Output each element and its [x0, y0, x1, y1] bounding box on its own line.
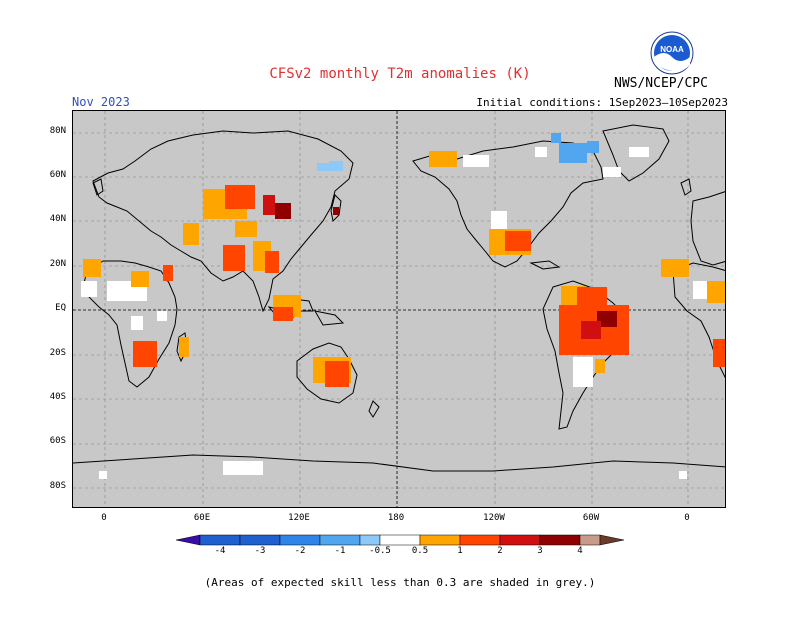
lat-label: 60S: [49, 436, 66, 446]
colorbar-tick: -4: [214, 546, 226, 556]
colorbar: [175, 534, 625, 546]
colorbar-tick: -2: [294, 546, 306, 556]
agency-label: NWS/NCEP/CPC: [614, 76, 708, 91]
lon-label: 180: [387, 513, 405, 523]
map-canvas: [73, 111, 725, 507]
initial-conditions: Initial conditions: 1Sep2023–10Sep2023: [476, 96, 728, 109]
map-title: CFSv2 monthly T2m anomalies (K): [269, 66, 531, 82]
skill-footnote: (Areas of expected skill less than 0.3 a…: [204, 576, 596, 589]
world-map: [72, 110, 726, 508]
lon-label: 120W: [483, 513, 505, 523]
noaa-logo: NOAA: [650, 31, 694, 75]
lat-label: 40N: [49, 214, 66, 224]
lon-label: 120E: [288, 513, 310, 523]
colorbar-tick: 0.5: [411, 546, 429, 556]
lon-label: 60E: [193, 513, 211, 523]
warm-anomaly-medium: [263, 195, 601, 339]
lat-label: EQ: [55, 303, 66, 313]
lat-label: 20S: [49, 348, 66, 358]
cool-anomaly-light: [317, 161, 343, 171]
colorbar-tick: 4: [577, 546, 583, 556]
lat-label: 80N: [49, 126, 66, 136]
colorbar-tick: -1: [334, 546, 346, 556]
colorbar-tick: 2: [497, 546, 503, 556]
colorbar-tick: 1: [457, 546, 463, 556]
lat-label: 40S: [49, 392, 66, 402]
cool-anomaly: [551, 133, 599, 163]
lat-label: 80S: [49, 481, 66, 491]
colorbar-tick: -3: [254, 546, 266, 556]
colorbar-tick: 3: [537, 546, 543, 556]
lat-label: 60N: [49, 170, 66, 180]
forecast-month: Nov 2023: [72, 95, 130, 109]
colorbar-tick: -0.5: [369, 546, 391, 556]
map-grid: [73, 111, 725, 507]
noaa-logo-text: NOAA: [660, 45, 684, 54]
warm-anomaly-strong: [275, 203, 617, 327]
lat-label: 20N: [49, 259, 66, 269]
lon-label: 0: [684, 513, 690, 523]
lon-label: 60W: [582, 513, 600, 523]
lon-label: 0: [101, 513, 107, 523]
